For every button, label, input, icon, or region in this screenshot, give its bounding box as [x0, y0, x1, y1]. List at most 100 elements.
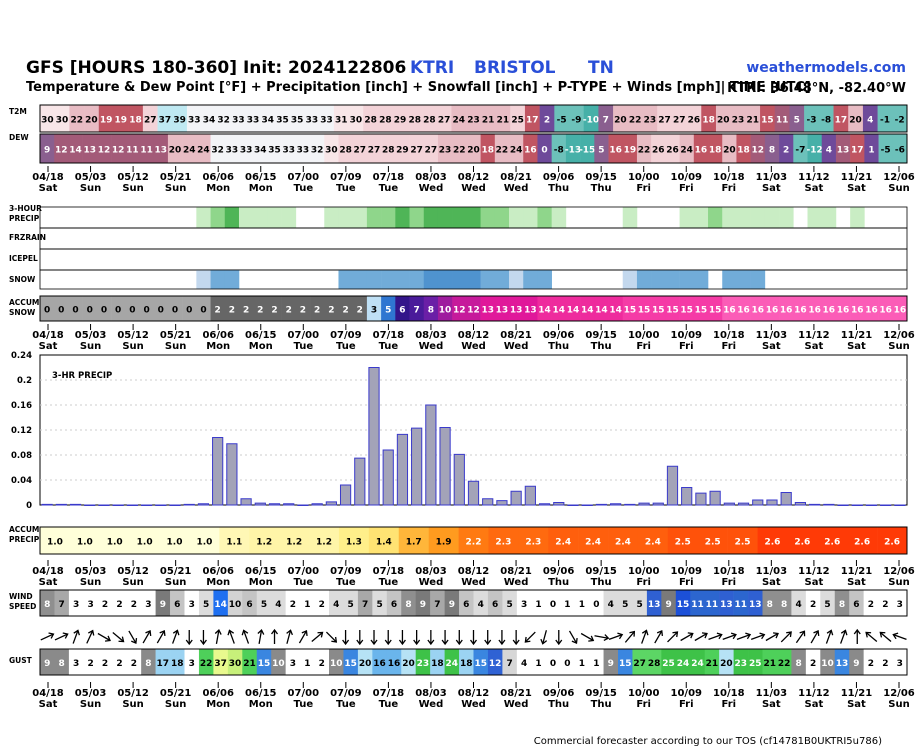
axis-1-date: 11/21 — [841, 172, 873, 183]
snow-strip-cell — [338, 270, 353, 289]
wind-speed-value: 5 — [376, 600, 382, 610]
accum-snow-cell — [608, 296, 624, 321]
wind-speed-cell — [227, 590, 243, 616]
accum-snow-cell — [96, 296, 112, 321]
wind-speed-value: 2 — [116, 600, 122, 610]
t2m-cell — [892, 105, 908, 132]
t2m-value: -8 — [821, 116, 831, 126]
axis-2-date: 07/09 — [330, 330, 362, 341]
wind-speed-value: 8 — [44, 600, 50, 610]
accum-precip-value: 1.7 — [406, 538, 422, 548]
wind-speed-value: 0 — [593, 600, 599, 610]
axis-3-day: Sun — [122, 577, 143, 588]
t2m-value: 34 — [262, 116, 275, 126]
t2m-value: 17 — [526, 116, 539, 126]
t2m-cell — [172, 105, 188, 132]
precip-ytick: 0.08 — [11, 451, 32, 461]
axis-1-day: Tue — [293, 183, 313, 194]
accum-precip-cell — [159, 527, 190, 554]
axis-4-day: Wed — [419, 699, 444, 710]
accum-precip-label: ACCUM — [9, 525, 39, 534]
wind-speed-cell — [791, 590, 807, 616]
dew-value: 32 — [311, 146, 324, 156]
accum-snow-value: 16 — [837, 306, 850, 316]
accum-snow-cell — [494, 296, 510, 321]
wind-arrow — [356, 630, 364, 646]
accum-precip-cell — [518, 527, 549, 554]
footer-notice: Commercial forecaster according to our T… — [533, 736, 882, 747]
axis-1-day: Wed — [504, 183, 529, 194]
dew-value: 9 — [44, 146, 50, 156]
axis-3-date: 08/12 — [458, 566, 490, 577]
axis-4-day: Sun — [888, 699, 909, 710]
axis-2-day: Sun — [80, 341, 101, 352]
accum-snow-cell — [594, 296, 609, 321]
wind-speed-value: 4 — [795, 600, 801, 610]
site-name[interactable]: weathermodels.com — [746, 60, 906, 76]
gust-cell — [545, 649, 561, 675]
accum-snow-value: 0 — [58, 306, 64, 316]
gust-value: 28 — [648, 659, 661, 669]
wind-speed-value: 2 — [102, 600, 108, 610]
accum-precip-cell — [757, 527, 788, 554]
axis-3-day: Wed — [419, 577, 444, 588]
accum-snow-value: 16 — [751, 306, 764, 316]
accum-snow-cell — [537, 296, 552, 321]
wind-speed-value: 11 — [735, 600, 748, 610]
axis-1-date: 10/09 — [671, 172, 703, 183]
dew-cell — [537, 134, 552, 163]
station-state: TN — [588, 58, 614, 78]
wind-speed-cell — [531, 590, 547, 616]
t2m-value: 22 — [70, 116, 83, 126]
t2m-cell — [289, 105, 305, 132]
accum-precip-cell — [309, 527, 340, 554]
gust-cell — [357, 649, 373, 675]
gust-value: 25 — [662, 659, 675, 669]
precip3-strip-cell — [267, 207, 282, 228]
precip3-strip-cell — [381, 207, 396, 228]
precip-bar — [737, 502, 750, 506]
axis-4-date: 10/00 — [628, 688, 660, 699]
frzrain-strip-border — [39, 227, 908, 250]
snow-strip-cell — [381, 270, 396, 289]
dew-cell — [381, 134, 396, 163]
axis-2-day: Sun — [888, 341, 909, 352]
accum-precip-cell — [368, 527, 400, 554]
t2m-border — [39, 104, 908, 133]
dew-cell — [466, 134, 481, 163]
accum-snow-value: 2 — [286, 306, 292, 316]
gust-cell — [762, 649, 778, 675]
axis-2-date: 08/12 — [458, 330, 490, 341]
wind-speed-cell — [704, 590, 720, 616]
gust-value: 1 — [579, 659, 585, 669]
precip-bar — [212, 437, 224, 506]
t2m-cell — [789, 105, 805, 132]
wind-speed-cell — [329, 590, 344, 616]
dew-cell — [167, 134, 183, 163]
gust-value: 2 — [116, 659, 122, 669]
wind-arrow — [286, 629, 294, 644]
dew-value: 26 — [666, 146, 679, 156]
wind-arrow — [72, 629, 80, 644]
precip-bar — [837, 504, 849, 506]
accum-snow-value: 16 — [865, 306, 878, 316]
axis-4-day: Sun — [80, 699, 101, 710]
dew-border — [39, 133, 908, 164]
precip-bar — [581, 504, 593, 506]
accum-precip-value: 2.4 — [555, 538, 571, 548]
dew-cell — [594, 134, 609, 163]
wind-arrow — [199, 630, 207, 646]
accum-snow-cell — [224, 296, 240, 321]
gust-value: 25 — [749, 659, 762, 669]
wind-speed-value: 3 — [87, 600, 93, 610]
precip-bar — [794, 502, 807, 506]
wind-speed-cell — [646, 590, 662, 616]
t2m-cell — [436, 105, 452, 132]
accum-precip-value: 1.0 — [77, 538, 93, 548]
accum-precip-value: 1.2 — [316, 538, 332, 548]
accum-precip-value: 2.6 — [824, 538, 840, 548]
wind-speed-cell — [863, 590, 879, 616]
axis-2-day: Tue — [379, 341, 399, 352]
axis-3-date: 05/12 — [117, 566, 149, 577]
precip3-strip-cell — [722, 207, 737, 228]
